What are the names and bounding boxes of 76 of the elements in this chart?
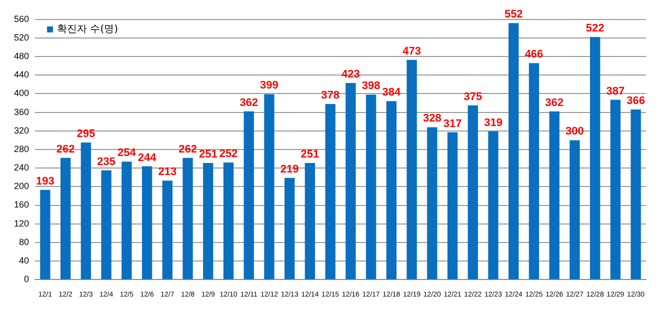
data-label: 254 <box>117 147 137 160</box>
data-label: 262 <box>178 143 197 156</box>
legend-label: 확진자 수(명) <box>57 24 118 35</box>
bar <box>427 127 438 280</box>
bar <box>304 162 316 280</box>
data-label: 387 <box>606 85 625 98</box>
data-label: 473 <box>402 45 421 58</box>
data-label: 300 <box>566 126 584 138</box>
data-label: 384 <box>382 86 402 99</box>
data-label: 235 <box>97 156 116 168</box>
bar <box>528 63 540 280</box>
data-label: 319 <box>484 116 502 129</box>
bar <box>488 131 498 280</box>
bar <box>182 158 193 280</box>
y-tick-label: 480 <box>14 51 30 62</box>
bar <box>40 190 50 280</box>
data-label: 552 <box>504 8 523 21</box>
data-label: 328 <box>422 112 442 125</box>
data-label: 398 <box>362 80 380 92</box>
data-label: 375 <box>464 90 482 103</box>
data-label: 362 <box>545 96 564 109</box>
bar <box>610 100 621 280</box>
y-tick-label: 280 <box>14 144 30 154</box>
bar <box>468 105 478 280</box>
bar <box>203 162 214 280</box>
bar <box>60 158 71 280</box>
data-label: 466 <box>524 48 544 61</box>
bar <box>122 162 132 280</box>
data-label: 252 <box>219 148 238 160</box>
y-tick-label: 120 <box>14 218 30 228</box>
y-tick-label: 200 <box>14 181 30 192</box>
data-label: 366 <box>626 95 645 108</box>
bar <box>447 132 458 280</box>
data-label: 317 <box>443 118 462 130</box>
bar <box>162 180 172 280</box>
bar <box>244 111 254 280</box>
bar <box>80 142 92 280</box>
y-tick-label: 440 <box>14 70 30 80</box>
y-tick-label: 160 <box>14 200 30 210</box>
bar <box>223 162 234 280</box>
bar <box>630 110 641 280</box>
bar <box>386 101 397 280</box>
y-tick-label: 400 <box>14 88 30 98</box>
y-tick-label: 80 <box>19 236 30 247</box>
y-tick-label: 320 <box>14 125 30 136</box>
data-label: 295 <box>76 128 96 140</box>
bar <box>142 166 152 280</box>
data-label: 399 <box>260 80 278 92</box>
data-label: 193 <box>36 175 54 188</box>
bar <box>284 178 295 280</box>
data-label: 262 <box>56 143 75 156</box>
data-label: 219 <box>280 163 299 176</box>
bar <box>406 60 417 280</box>
y-tick-label: 40 <box>19 256 30 266</box>
data-label: 244 <box>138 152 158 164</box>
bar <box>325 104 336 280</box>
y-tick-label: 0 <box>24 274 30 284</box>
data-label: 423 <box>342 68 360 81</box>
y-tick-label: 360 <box>14 106 30 117</box>
bar <box>366 94 376 280</box>
data-label: 251 <box>198 148 218 161</box>
bar <box>590 37 600 280</box>
data-label: 522 <box>586 22 604 35</box>
y-tick-label: 240 <box>14 162 30 173</box>
bar <box>101 170 112 280</box>
data-label: 378 <box>321 89 340 102</box>
bar <box>549 111 560 280</box>
bar <box>508 23 519 280</box>
data-label: 251 <box>300 148 320 161</box>
bar <box>264 94 274 280</box>
y-tick-label: 520 <box>14 32 30 42</box>
bar <box>346 83 356 280</box>
data-label: 362 <box>240 96 258 109</box>
data-label: 213 <box>158 166 177 178</box>
y-tick-label: 560 <box>14 14 30 24</box>
bar <box>570 140 580 280</box>
